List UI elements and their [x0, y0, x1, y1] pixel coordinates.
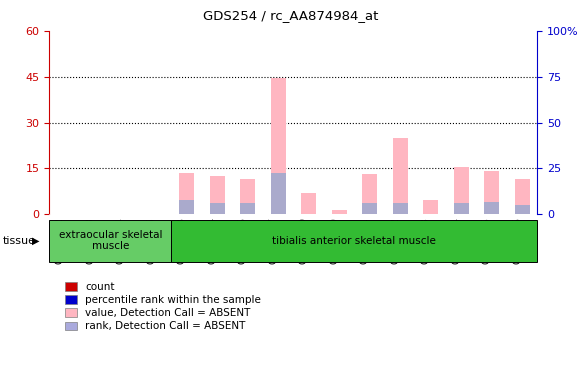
Bar: [423, 201, 438, 214]
Bar: [179, 201, 194, 214]
Bar: [210, 203, 225, 214]
Bar: [179, 173, 194, 214]
Bar: [454, 203, 469, 214]
Text: GSM5566: GSM5566: [512, 217, 522, 264]
Bar: [393, 138, 408, 214]
Text: tibialis anterior skeletal muscle: tibialis anterior skeletal muscle: [272, 236, 436, 246]
Bar: [301, 193, 316, 214]
Bar: [271, 173, 286, 214]
Text: GSM5563: GSM5563: [421, 217, 431, 264]
Text: GSM4244: GSM4244: [116, 217, 125, 264]
Bar: [240, 203, 255, 214]
Bar: [515, 205, 530, 214]
Bar: [171, 220, 537, 262]
Bar: [332, 209, 347, 214]
Text: ▶: ▶: [32, 236, 40, 246]
Text: GSM5554: GSM5554: [207, 217, 217, 264]
Bar: [49, 220, 171, 262]
Text: GSM4243: GSM4243: [85, 217, 95, 264]
Bar: [362, 203, 377, 214]
Bar: [484, 202, 499, 214]
Text: GSM5557: GSM5557: [268, 217, 278, 264]
Bar: [271, 78, 286, 214]
Text: GSM4242: GSM4242: [55, 217, 64, 264]
Text: GSM5555: GSM5555: [238, 217, 248, 264]
Bar: [240, 179, 255, 214]
Bar: [484, 171, 499, 214]
Text: GSM5562: GSM5562: [390, 217, 400, 264]
Bar: [454, 167, 469, 214]
Bar: [515, 179, 530, 214]
Bar: [362, 175, 377, 214]
Bar: [393, 203, 408, 214]
Text: GSM5565: GSM5565: [482, 217, 492, 264]
Text: GDS254 / rc_AA874984_at: GDS254 / rc_AA874984_at: [203, 9, 378, 22]
Text: GSM4245: GSM4245: [146, 217, 156, 264]
Text: GSM5564: GSM5564: [451, 217, 461, 264]
Legend: count, percentile rank within the sample, value, Detection Call = ABSENT, rank, : count, percentile rank within the sample…: [60, 278, 266, 336]
Text: GSM5560: GSM5560: [329, 217, 339, 264]
Bar: [210, 176, 225, 214]
Text: GSM5561: GSM5561: [360, 217, 370, 264]
Text: GSM5559: GSM5559: [299, 217, 309, 264]
Text: extraocular skeletal
muscle: extraocular skeletal muscle: [59, 230, 162, 251]
Text: tissue: tissue: [3, 236, 36, 246]
Text: GSM5553: GSM5553: [177, 217, 187, 264]
